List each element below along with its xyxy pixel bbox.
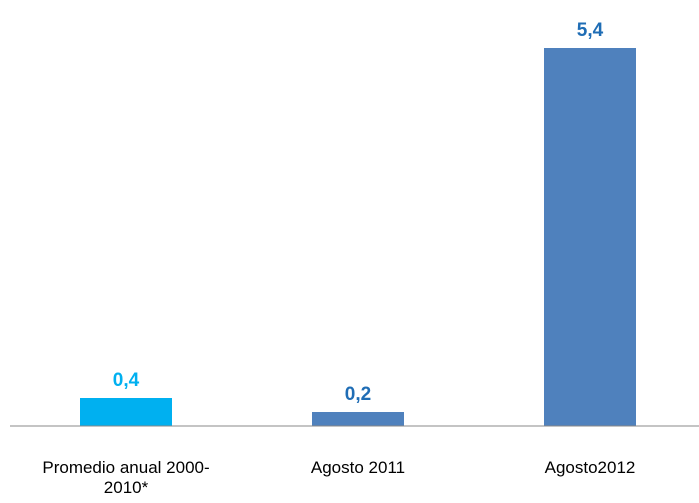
x-tick-label: Agosto2012 [544, 458, 636, 477]
value-label: 0,2 [345, 384, 371, 405]
bar [544, 48, 636, 426]
value-label: 5,4 [577, 20, 604, 41]
bar [312, 412, 404, 426]
x-tick-label: Agosto 2011 [310, 458, 406, 477]
bar [80, 398, 172, 426]
x-tick-label: Promedio anual 2000-2010* [42, 458, 210, 497]
value-label: 0,4 [113, 370, 140, 391]
